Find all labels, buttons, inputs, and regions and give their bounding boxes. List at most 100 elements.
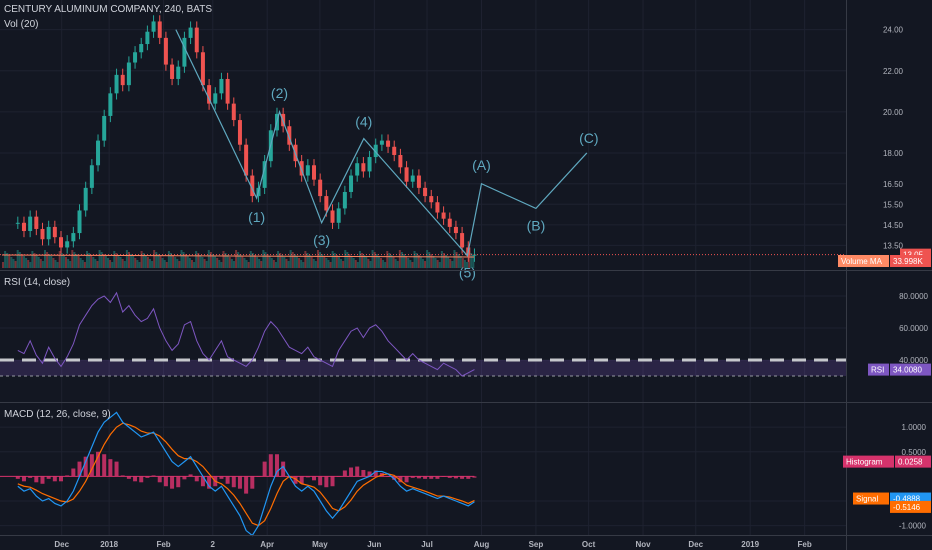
signal-tag-text: Signal <box>856 495 878 504</box>
volume-bar <box>298 258 301 268</box>
time-tick-label: 2019 <box>741 540 759 549</box>
volume-bar <box>132 256 135 268</box>
volume-bar <box>274 262 277 268</box>
volume-bar <box>342 261 345 268</box>
macd-tag-bg <box>890 500 931 513</box>
macd-label: MACD (12, 26, close, 9) <box>4 409 111 420</box>
volume-bar <box>27 260 30 268</box>
time-tick-label: Jul <box>421 540 433 549</box>
volume-bar <box>256 257 259 268</box>
histogram-bar <box>244 476 249 494</box>
rsi-tag-bg <box>868 363 889 376</box>
candle-body <box>404 167 409 182</box>
volume-bar <box>157 254 160 268</box>
histogram-bar <box>435 476 440 479</box>
candle-body <box>213 93 218 104</box>
volume-bar <box>302 262 305 268</box>
histogram-tag-text: Histogram <box>846 458 883 467</box>
histogram-bar <box>182 476 187 480</box>
volume-bar <box>329 262 332 268</box>
candle-body <box>77 210 82 234</box>
volume-bar <box>461 258 464 268</box>
time-tick-label: 2 <box>211 540 216 549</box>
histogram-bar <box>312 476 317 481</box>
volume-bar <box>195 251 198 268</box>
volume-bar <box>415 253 418 268</box>
volume-bar <box>266 254 269 268</box>
volume-ma-tag-bg <box>890 255 931 267</box>
candle-body <box>182 37 187 67</box>
histogram-bar <box>453 476 458 479</box>
candle-body <box>65 241 70 248</box>
volume-bar <box>60 253 63 268</box>
candle-body <box>330 210 335 223</box>
histogram-bar <box>188 474 193 477</box>
candle-body <box>355 163 360 176</box>
volume-bar <box>92 257 95 268</box>
volume-bar <box>46 252 49 268</box>
volume-bar <box>306 253 309 268</box>
volume-bar <box>8 255 11 268</box>
wave-label: (B) <box>527 217 546 233</box>
wave-label: (5) <box>459 265 476 281</box>
histogram-tag-text: 0.0258 <box>898 458 923 467</box>
volume-bar <box>388 253 391 268</box>
wave-label: (3) <box>313 232 330 248</box>
time-axis[interactable]: Dec 2018 Feb 2 Apr May Jun Jul Aug Sep Oct Nov Dec 20… <box>54 540 811 549</box>
candle-body <box>96 140 101 166</box>
volume-bar <box>237 252 240 268</box>
volume-bar <box>159 256 162 268</box>
price-tick-label: 24.00 <box>883 26 904 35</box>
volume-bar <box>151 261 154 268</box>
volume-bar <box>232 261 235 268</box>
candle-body <box>453 226 458 234</box>
candle-body <box>262 161 267 188</box>
volume-bar <box>396 261 399 268</box>
histogram-bar <box>34 476 39 483</box>
volume-bar <box>138 262 141 268</box>
volume-bar <box>373 252 376 268</box>
volume-bar <box>88 253 91 268</box>
volume-bar <box>193 262 196 268</box>
rsi-band <box>0 360 846 376</box>
volume-bar <box>249 251 252 268</box>
rsi-line <box>17 291 475 377</box>
volume-bar <box>293 254 296 268</box>
volume-ma-tag-bg <box>838 255 889 267</box>
histogram-bar <box>268 454 273 477</box>
candle-body <box>398 154 403 168</box>
volume-bar <box>167 251 170 268</box>
volume-bar <box>260 261 263 268</box>
volume-bar <box>463 260 466 268</box>
signal-line <box>17 422 475 527</box>
macd-tick-label: 0.5000 <box>902 448 927 457</box>
histogram-bar <box>139 476 144 483</box>
candle-body <box>416 175 421 188</box>
volume-bar <box>16 250 19 268</box>
rsi-tick-label: 80.0000 <box>899 292 928 301</box>
candle-body <box>349 175 354 192</box>
volume-bar <box>287 261 290 268</box>
volume-bar <box>268 256 271 268</box>
histogram-bar <box>398 476 403 483</box>
grid <box>0 0 846 535</box>
volume-bar <box>319 252 322 268</box>
volume-bar <box>178 261 181 268</box>
volume-bar <box>10 257 13 268</box>
volume-bar <box>304 251 307 268</box>
candle-body <box>157 21 162 38</box>
volume-bar <box>243 258 246 268</box>
volume-bar <box>214 256 217 268</box>
histogram-bar <box>299 476 304 484</box>
volume-ma-tag-text: Volume MA <box>841 257 883 266</box>
candle-body <box>386 140 391 147</box>
signal-tag-text: -0.4888 <box>893 495 921 504</box>
volume-bar <box>79 258 82 268</box>
volume-bar <box>369 261 372 268</box>
histogram-bar <box>28 476 33 478</box>
volume-bar <box>228 257 231 268</box>
candle-body <box>52 226 57 238</box>
candle-body <box>200 52 205 86</box>
